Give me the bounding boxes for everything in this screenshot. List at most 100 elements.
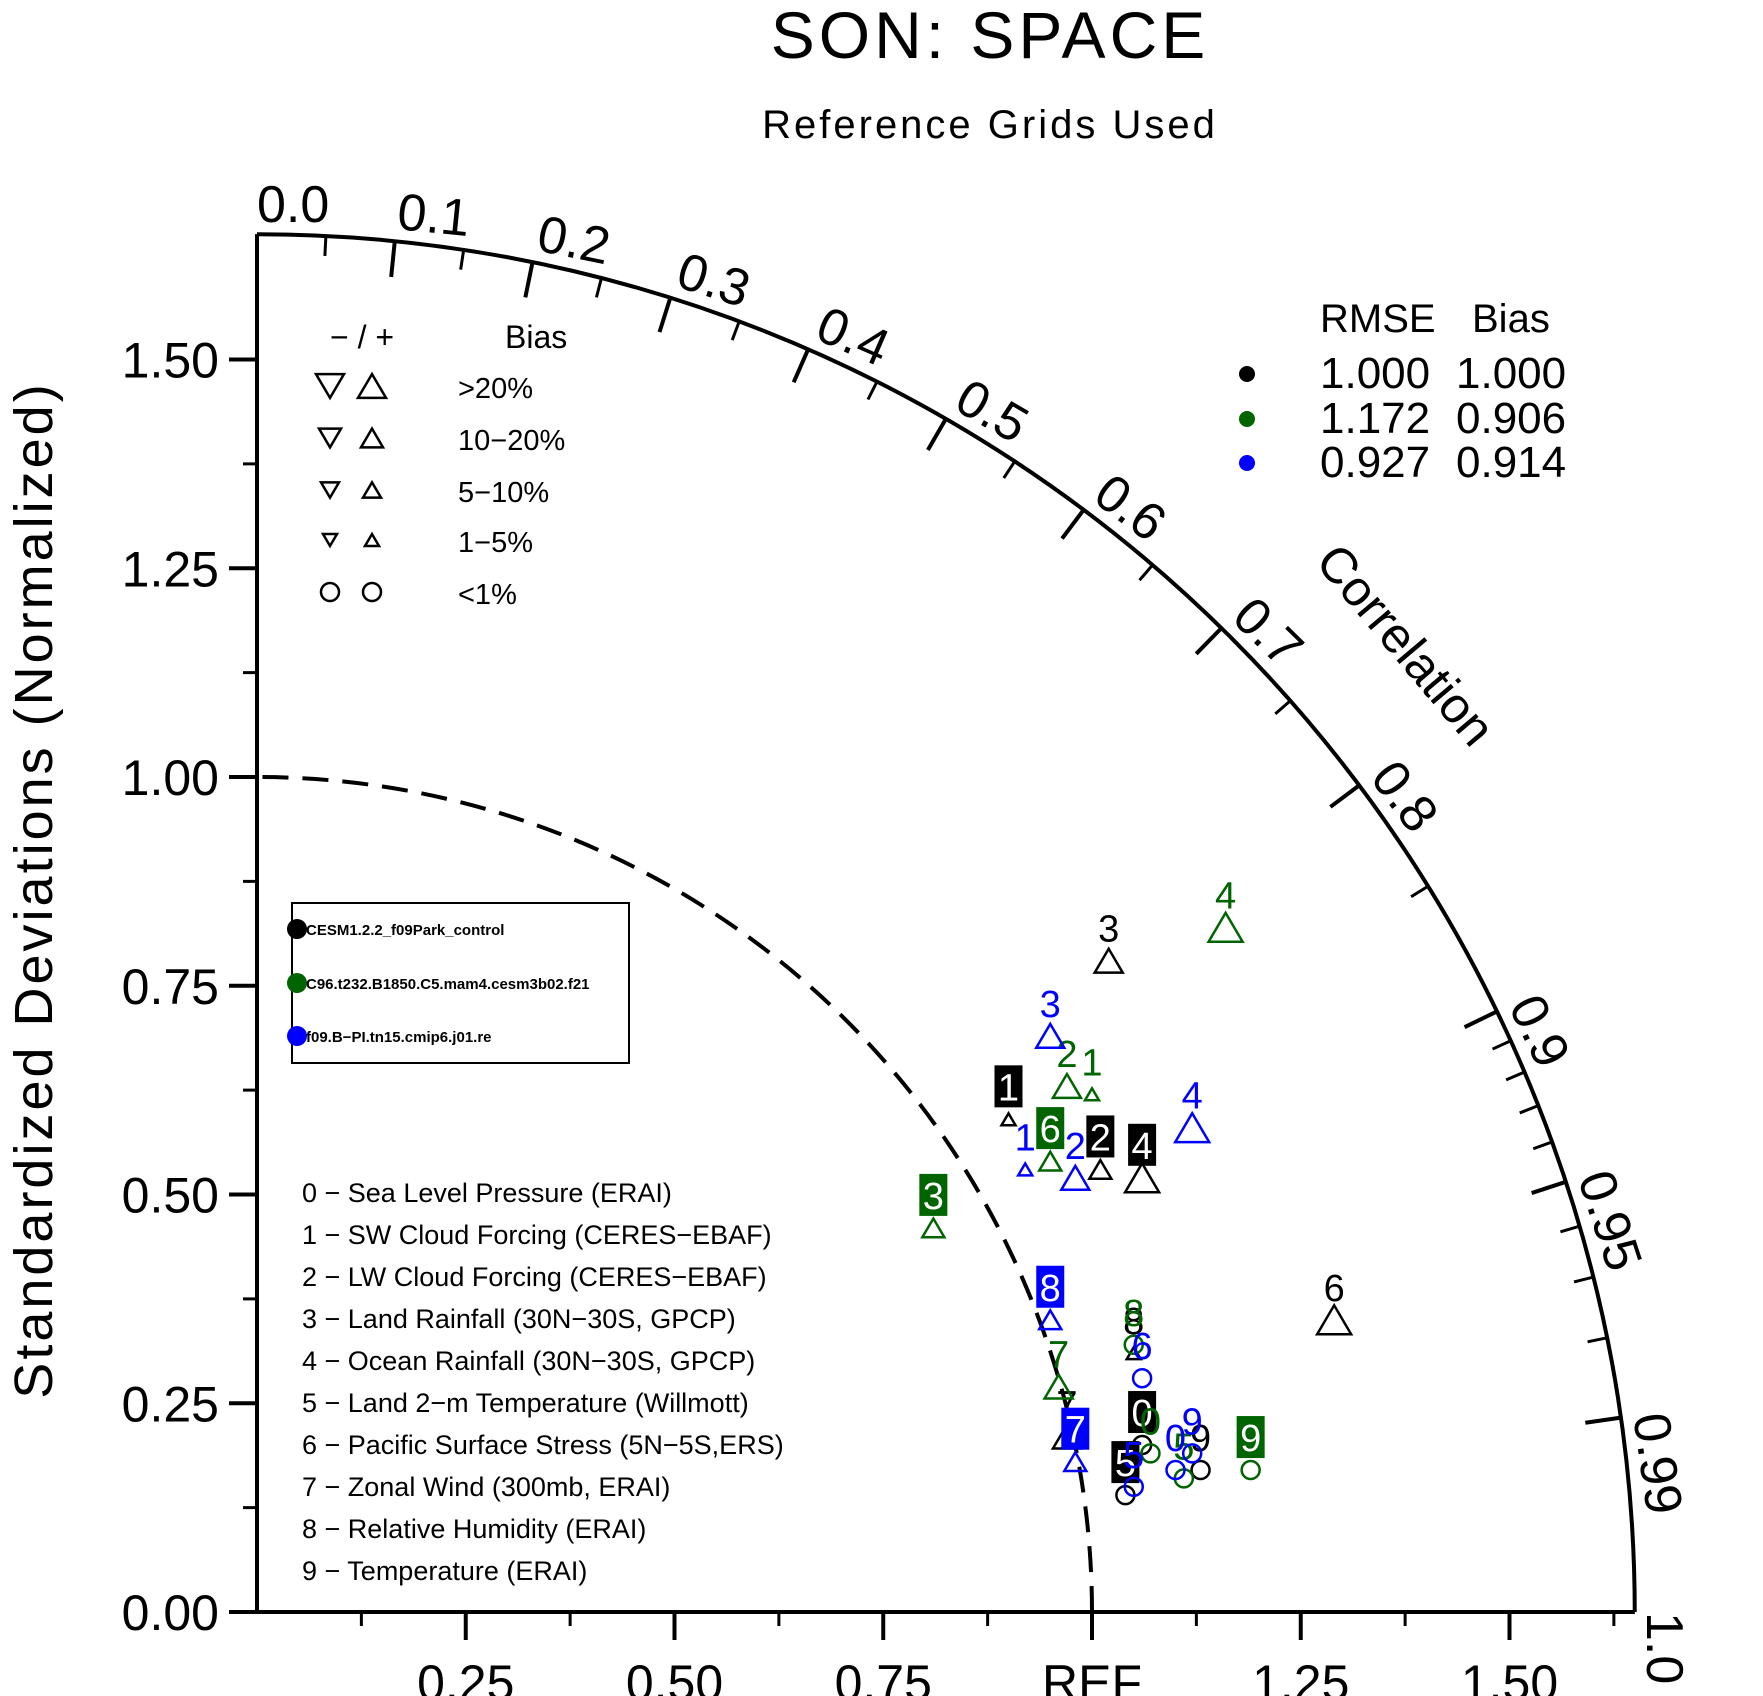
variable-list-item: 7 − Zonal Wind (300mb, ERAI) bbox=[302, 1472, 670, 1502]
bias-legend-down-triangle bbox=[313, 372, 347, 401]
data-point-marker bbox=[1123, 1334, 1144, 1356]
model-legend-label: C96.t232.B1850.C5.mam4.cesm3b02.f21 bbox=[306, 976, 590, 993]
variable-list-item: 4 − Ocean Rainfall (30N−30S, GPCP) bbox=[302, 1346, 755, 1376]
chart-title: SON: SPACE bbox=[771, 0, 1210, 72]
data-point-label: 6 bbox=[1132, 1326, 1153, 1368]
data-point-label: 5 bbox=[1123, 1435, 1144, 1477]
x-tick-label: 1.50 bbox=[1461, 1655, 1558, 1696]
correlation-major-tick bbox=[1463, 1009, 1498, 1029]
variable-list: 0 − Sea Level Pressure (ERAI) 1 − SW Clou… bbox=[302, 1178, 784, 1586]
y-tick-label: 1.00 bbox=[122, 750, 219, 806]
data-point-label: 3 bbox=[1098, 909, 1119, 951]
correlation-major-tick bbox=[926, 417, 948, 452]
correlation-minor-tick bbox=[1519, 1104, 1539, 1115]
data-point-marker bbox=[1165, 1459, 1186, 1481]
x-tick-label: 0.50 bbox=[626, 1655, 723, 1696]
y-axis-label: Standardized Deviations (Normalized) bbox=[4, 381, 64, 1398]
data-point-label: 9 bbox=[1240, 1418, 1261, 1460]
data-point-marker bbox=[1181, 1443, 1203, 1464]
data-point-label-box bbox=[1036, 1265, 1065, 1308]
data-point-label-box bbox=[1128, 1123, 1157, 1166]
correlation-tick-label: 0.2 bbox=[533, 205, 615, 276]
data-point-label: 9 bbox=[1190, 1418, 1211, 1460]
bias-legend-signs: − / + bbox=[330, 319, 394, 355]
y-tick-label: 0.75 bbox=[122, 959, 219, 1015]
data-point-marker bbox=[1206, 910, 1245, 943]
data-point-label: 4 bbox=[1215, 875, 1236, 917]
variable-list-item: 3 − Land Rainfall (30N−30S, GPCP) bbox=[302, 1304, 736, 1334]
model-legend-dot bbox=[287, 1026, 307, 1046]
bias-legend-header: Bias bbox=[505, 319, 567, 355]
rmse-header: RMSE bbox=[1320, 297, 1436, 341]
data-point-marker bbox=[1122, 1160, 1162, 1194]
model-legend-dot bbox=[287, 973, 307, 993]
bias-legend-up-triangle bbox=[355, 371, 389, 400]
data-point-label: 7 bbox=[1065, 1410, 1086, 1452]
axes-group: 0.000.250.500.751.001.251.500.25 0.50 0.75… bbox=[122, 232, 1637, 1696]
data-point-label: 1 bbox=[1015, 1117, 1036, 1159]
variable-list-item: 0 − Sea Level Pressure (ERAI) bbox=[302, 1178, 672, 1208]
model-legend-label: f09.B−PI.tn15.cmip6.j01.re bbox=[306, 1029, 492, 1046]
data-point-label: 4 bbox=[1182, 1076, 1203, 1118]
data-point-marker bbox=[1082, 1085, 1102, 1102]
bias-legend-up-triangle bbox=[362, 531, 382, 548]
data-point-label: 6 bbox=[1040, 1109, 1061, 1151]
data-point-marker bbox=[1240, 1459, 1261, 1481]
data-point-label: 6 bbox=[1324, 1268, 1345, 1310]
x-tick-label: 1.25 bbox=[1252, 1655, 1349, 1696]
data-point-label: 1 bbox=[998, 1067, 1019, 1109]
data-point-label: 0 bbox=[1140, 1401, 1161, 1443]
correlation-minor-tick bbox=[1505, 1070, 1526, 1082]
x-tick-label: 0.25 bbox=[417, 1655, 514, 1696]
stats-row-dot bbox=[1239, 366, 1255, 382]
correlation-minor-tick bbox=[459, 249, 466, 270]
data-point-label: 8 bbox=[1123, 1293, 1144, 1335]
data-point-label-box bbox=[1061, 1407, 1090, 1450]
bias-legend-up-triangle bbox=[360, 479, 384, 499]
stats-row-dot bbox=[1239, 455, 1255, 471]
correlation-axis-label: Correlation bbox=[1306, 533, 1506, 756]
correlation-tick-label: 0.5 bbox=[946, 368, 1038, 454]
model-legend-dot bbox=[287, 919, 307, 939]
correlation-tick-label: 0.4 bbox=[808, 296, 897, 378]
correlation-minor-tick bbox=[730, 320, 741, 341]
data-point-marker bbox=[1059, 1163, 1092, 1191]
correlation-tick-label: 0.9 bbox=[1497, 986, 1581, 1076]
bias-legend-circle bbox=[319, 581, 341, 603]
data-point-label: 2 bbox=[1065, 1126, 1086, 1168]
data-point-label-box bbox=[1236, 1416, 1265, 1459]
correlation-tick-label: 0.7 bbox=[1222, 586, 1314, 678]
data-point-label: 8 bbox=[1123, 1301, 1144, 1343]
correlation-minor-tick bbox=[1138, 564, 1154, 582]
correlation-major-tick bbox=[791, 348, 810, 384]
data-point-marker bbox=[1190, 1459, 1211, 1481]
data-point-marker bbox=[1037, 1307, 1064, 1331]
outer-arc bbox=[256, 232, 1637, 1613]
bias-legend: − / + Bias >20% 10−20% 5−10% 1−5% <1% bbox=[313, 319, 567, 611]
correlation-minor-tick bbox=[1002, 460, 1017, 479]
data-point-marker bbox=[1140, 1443, 1161, 1464]
data-point-marker bbox=[1034, 1021, 1067, 1049]
x-tick-label: REF bbox=[1042, 1655, 1142, 1696]
correlation-major-tick bbox=[1194, 626, 1223, 656]
correlation-major-tick bbox=[657, 297, 673, 333]
correlation-tick-label: 0.95 bbox=[1566, 1164, 1653, 1278]
bias-legend-label: 1−5% bbox=[458, 527, 533, 559]
data-point-label-box bbox=[1111, 1441, 1140, 1484]
correlation-minor-tick bbox=[1573, 1275, 1594, 1284]
variable-list-item: 6 − Pacific Surface Stress (5N−5S,ERS) bbox=[302, 1430, 784, 1460]
correlation-tick-label: 0.8 bbox=[1359, 750, 1449, 843]
data-point-label: 3 bbox=[923, 1176, 944, 1218]
correlation-major-tick bbox=[1531, 1179, 1567, 1195]
stats-rmse-value: 1.172 bbox=[1320, 394, 1430, 443]
data-point-label: 4 bbox=[1132, 1126, 1153, 1168]
correlation-tick-label: 0.99 bbox=[1621, 1409, 1693, 1517]
data-point-label: 3 bbox=[1040, 984, 1061, 1026]
correlation-minor-tick bbox=[1532, 1140, 1553, 1151]
chart-subtitle: Reference Grids Used bbox=[762, 103, 1218, 147]
data-point-label: 0 bbox=[1132, 1393, 1153, 1435]
bias-legend-label: 5−10% bbox=[458, 477, 549, 509]
correlation-tick-label: 0.3 bbox=[670, 242, 756, 319]
bias-legend-label: >20% bbox=[458, 373, 533, 405]
correlation-tick-label: 0.1 bbox=[395, 183, 473, 248]
